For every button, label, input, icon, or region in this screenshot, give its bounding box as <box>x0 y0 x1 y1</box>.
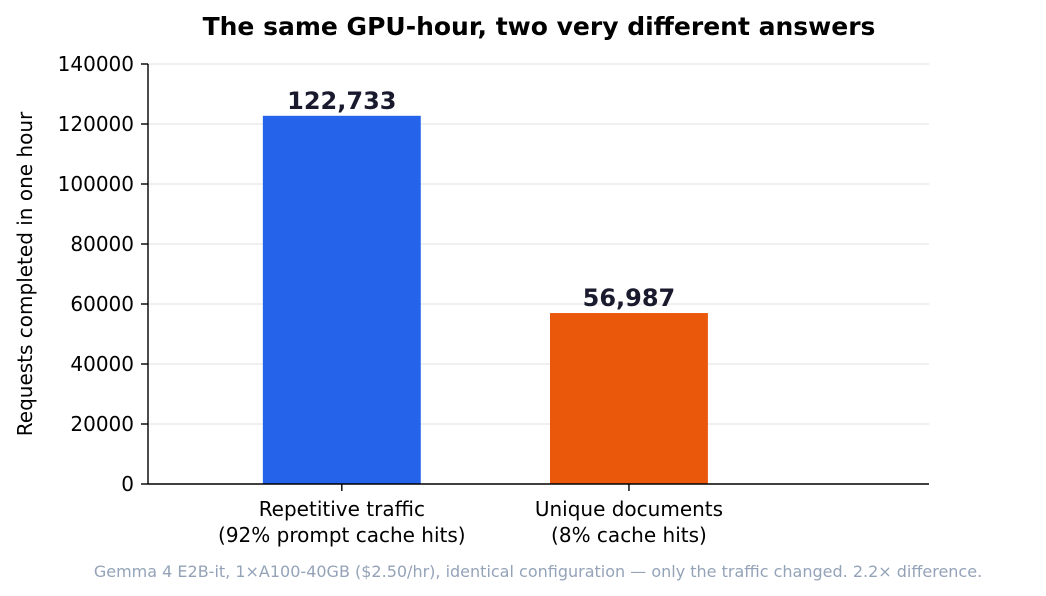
y-tick-label: 60000 <box>70 292 134 316</box>
y-tick-label: 140000 <box>58 52 134 76</box>
x-tick-label: Repetitive traffic <box>259 497 425 521</box>
y-axis-label: Requests completed in one hour <box>13 111 37 436</box>
value-label-2: 56,987 <box>583 284 676 312</box>
y-axis-ticks: 0 20000 40000 60000 80000 100000 120000 140000 <box>58 52 148 496</box>
y-tick-label: 80000 <box>70 232 134 256</box>
y-tick-label: 40000 <box>70 352 134 376</box>
footnote: Gemma 4 E2B-it, 1×A100-40GB ($2.50/hr), … <box>94 562 982 581</box>
x-tick-label: (8% cache hits) <box>551 523 707 547</box>
chart-title: The same GPU-hour, two very different an… <box>203 12 876 41</box>
value-label-1: 122,733 <box>287 87 396 115</box>
bar-1 <box>262 115 421 485</box>
bars <box>262 115 708 485</box>
y-tick-label: 120000 <box>58 112 134 136</box>
data-labels: 122,733 56,987 <box>287 87 675 312</box>
y-tick-label: 0 <box>121 472 134 496</box>
axes <box>147 64 929 485</box>
x-tick-label: (92% prompt cache hits) <box>218 523 466 547</box>
bar-2 <box>549 313 708 484</box>
y-tick-label: 100000 <box>58 172 134 196</box>
x-axis-ticks: Repetitive traffic(92% prompt cache hits… <box>218 484 723 547</box>
y-tick-label: 20000 <box>70 412 134 436</box>
x-tick-label: Unique documents <box>535 497 723 521</box>
